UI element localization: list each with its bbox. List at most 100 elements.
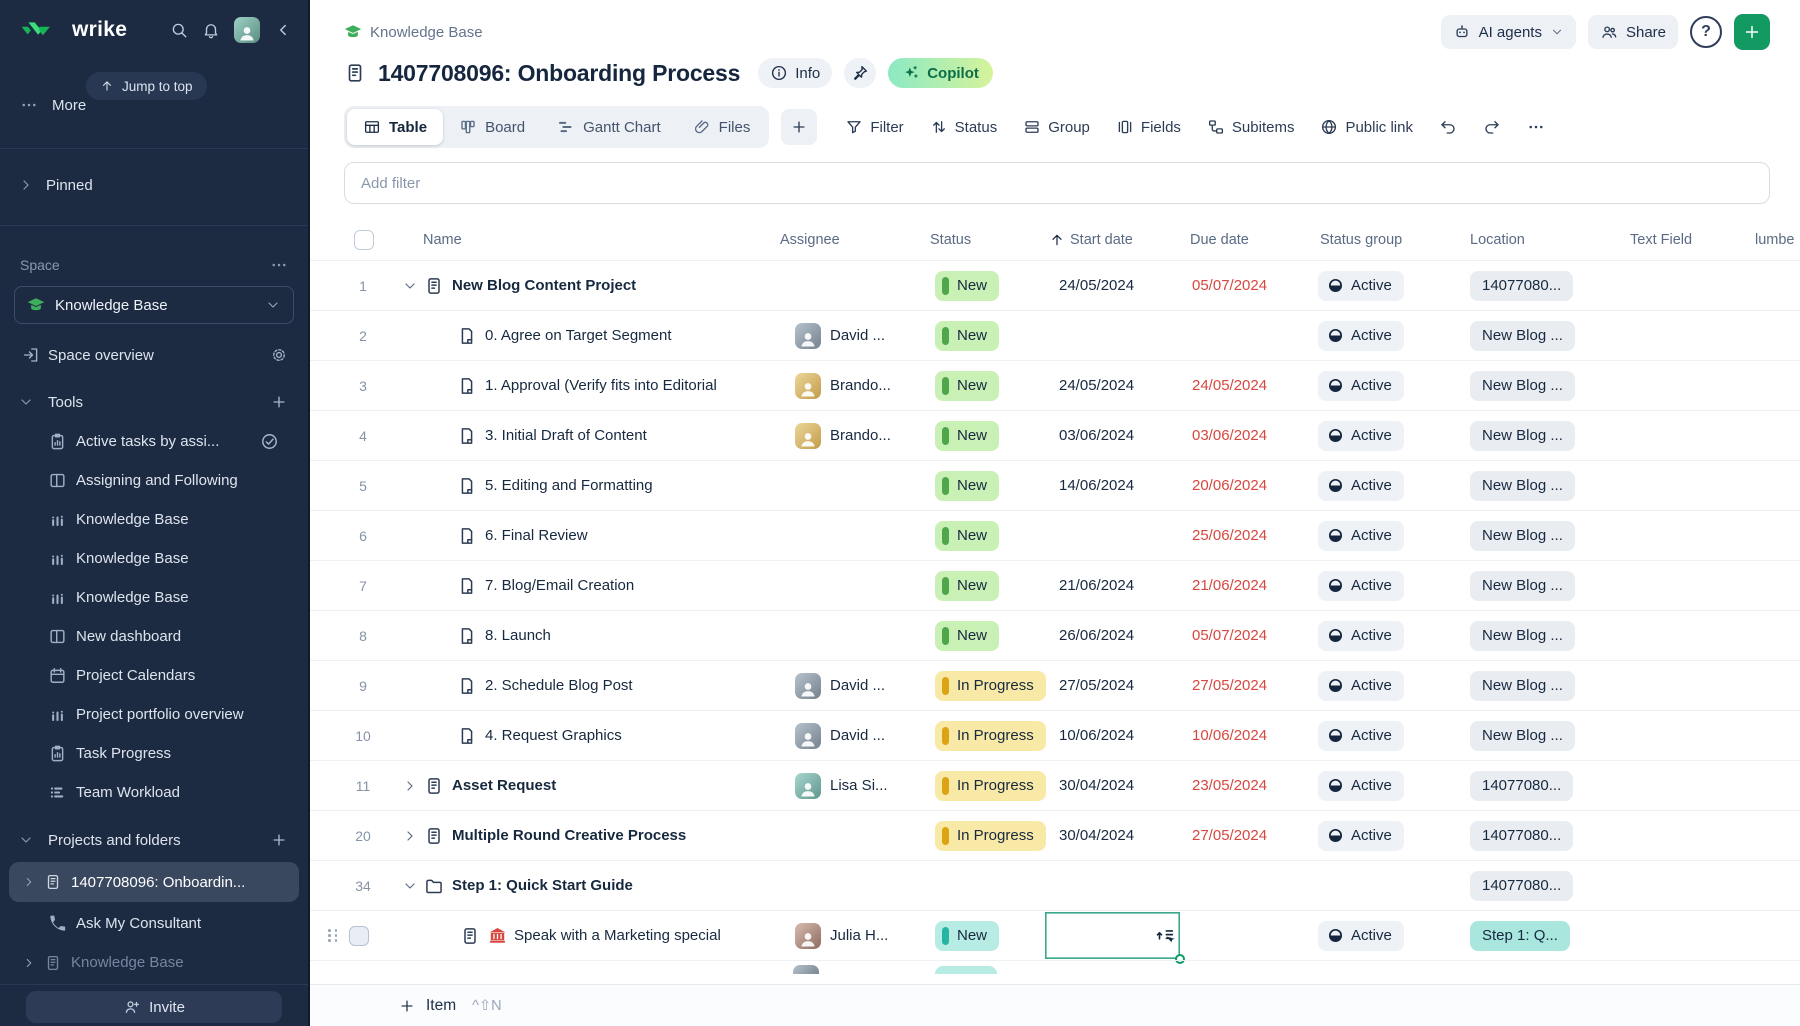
- text-field-cell[interactable]: [1620, 811, 1745, 860]
- group-button[interactable]: Group: [1023, 118, 1090, 136]
- sidebar-section-pinned[interactable]: Pinned: [0, 163, 308, 207]
- assignee-cell[interactable]: David ...: [770, 661, 920, 710]
- item-name[interactable]: Step 1: Quick Start Guide: [452, 877, 633, 894]
- assignee-cell[interactable]: Lisa Si...: [770, 761, 920, 810]
- location-cell[interactable]: New Blog ...: [1460, 511, 1620, 560]
- location-cell[interactable]: 14077080...: [1460, 761, 1620, 810]
- more-actions-button[interactable]: [1527, 118, 1545, 136]
- table-row[interactable]: 7 7. Blog/Email Creation New 21/06/2024 21/0…: [310, 560, 1800, 610]
- start-date-cell[interactable]: 27/05/2024: [1045, 661, 1180, 710]
- item-name[interactable]: Speak with a Marketing special: [514, 927, 721, 944]
- create-new-button[interactable]: [1734, 14, 1770, 50]
- status-cell[interactable]: New: [920, 261, 1045, 310]
- status-badge[interactable]: New: [935, 470, 1000, 501]
- location-badge[interactable]: 14077080...: [1470, 870, 1574, 901]
- table-row[interactable]: Speak with a Marketing special Julia H...…: [310, 910, 1800, 964]
- add-view-button[interactable]: [781, 109, 818, 145]
- redo-button[interactable]: [1483, 118, 1501, 136]
- status-badge[interactable]: New: [935, 370, 1000, 401]
- location-badge[interactable]: New Blog ...: [1470, 720, 1575, 751]
- location-badge[interactable]: Step 1: Q...: [1470, 920, 1570, 951]
- assignee-cell[interactable]: Julia H...: [770, 911, 920, 960]
- status-group-badge[interactable]: Active: [1318, 520, 1404, 551]
- location-cell[interactable]: New Blog ...: [1460, 411, 1620, 460]
- column-header-due-date[interactable]: Due date: [1190, 232, 1249, 248]
- item-name[interactable]: Asset Request: [452, 777, 557, 794]
- status-badge[interactable]: In Progress: [935, 670, 1046, 701]
- due-date-cell[interactable]: 23/05/2024: [1180, 761, 1310, 810]
- user-avatar[interactable]: [234, 17, 260, 43]
- public-link-button[interactable]: Public link: [1320, 118, 1413, 136]
- status-cell[interactable]: In Progress: [920, 761, 1046, 810]
- due-date-cell[interactable]: [1180, 311, 1310, 360]
- status-group-badge[interactable]: Active: [1318, 770, 1404, 801]
- table-row[interactable]: 20 Multiple Round Creative Process In Prog…: [310, 810, 1800, 860]
- gear-icon[interactable]: [270, 346, 288, 364]
- space-selector[interactable]: Knowledge Base: [14, 286, 294, 324]
- status-cell[interactable]: New: [920, 311, 1045, 360]
- due-date-cell[interactable]: [1180, 911, 1310, 960]
- invite-button[interactable]: Invite: [26, 991, 282, 1023]
- status-cell[interactable]: New: [920, 611, 1045, 660]
- status-group-badge[interactable]: Active: [1318, 270, 1404, 301]
- sidebar-item-active-tasks-by-assi[interactable]: Active tasks by assi...: [0, 422, 308, 461]
- focused-date-cell[interactable]: [1045, 912, 1185, 964]
- row-checkbox[interactable]: [348, 925, 369, 946]
- table-row[interactable]: 9 2. Schedule Blog Post David ... In Progre…: [310, 660, 1800, 710]
- due-date-cell[interactable]: [1180, 861, 1310, 910]
- notifications-bell-icon[interactable]: [202, 21, 220, 39]
- due-date-cell[interactable]: 05/07/2024: [1180, 261, 1310, 310]
- status-group-badge[interactable]: Active: [1318, 620, 1404, 651]
- assignee-cell[interactable]: Brando...: [770, 411, 920, 460]
- location-badge[interactable]: New Blog ...: [1470, 470, 1575, 501]
- start-date-cell[interactable]: 10/06/2024: [1045, 711, 1180, 760]
- status-cell[interactable]: New: [920, 561, 1045, 610]
- location-badge[interactable]: New Blog ...: [1470, 670, 1575, 701]
- help-button[interactable]: ?: [1690, 16, 1722, 48]
- status-group-cell[interactable]: Active: [1310, 811, 1460, 860]
- status-group-badge[interactable]: Active: [1318, 570, 1404, 601]
- location-badge[interactable]: 14077080...: [1470, 270, 1574, 301]
- status-group-badge[interactable]: Active: [1318, 320, 1404, 351]
- start-date-cell[interactable]: [1045, 511, 1180, 560]
- sidebar-item-task-progress[interactable]: Task Progress: [0, 734, 308, 773]
- expand-toggle-icon[interactable]: [402, 878, 418, 894]
- add-filter-input[interactable]: [344, 162, 1770, 204]
- column-header-name[interactable]: Name: [423, 232, 462, 248]
- assignee-cell[interactable]: [770, 861, 920, 910]
- status-group-badge[interactable]: Active: [1318, 920, 1404, 951]
- status-badge[interactable]: New: [935, 520, 1000, 551]
- due-date-cell[interactable]: 21/06/2024: [1180, 561, 1310, 610]
- item-name[interactable]: 8. Launch: [485, 627, 551, 644]
- tab-files[interactable]: Files: [677, 109, 767, 145]
- location-cell[interactable]: New Blog ...: [1460, 561, 1620, 610]
- table-row[interactable]: 11 Asset Request Lisa Si... In Progress 30/0…: [310, 760, 1800, 810]
- sidebar-item-space-overview[interactable]: Space overview: [0, 336, 308, 374]
- sidebar-item-team-workload[interactable]: Team Workload: [0, 773, 308, 812]
- status-group-badge[interactable]: Active: [1318, 370, 1404, 401]
- status-group-cell[interactable]: Active: [1310, 561, 1460, 610]
- location-cell[interactable]: New Blog ...: [1460, 361, 1620, 410]
- start-date-cell[interactable]: 14/06/2024: [1045, 461, 1180, 510]
- status-group-cell[interactable]: Active: [1310, 361, 1460, 410]
- text-field-cell[interactable]: [1620, 411, 1745, 460]
- status-badge[interactable]: New: [935, 570, 1000, 601]
- sidebar-item-new-dashboard[interactable]: New dashboard: [0, 617, 308, 656]
- status-badge[interactable]: In Progress: [935, 770, 1046, 801]
- assignee-cell[interactable]: David ...: [770, 711, 920, 760]
- assignee-cell[interactable]: [770, 611, 920, 660]
- text-field-cell[interactable]: [1620, 561, 1745, 610]
- status-badge[interactable]: In Progress: [935, 820, 1046, 851]
- ai-agents-button[interactable]: AI agents: [1440, 15, 1576, 49]
- sidebar-item-1407708096-onboardin[interactable]: 1407708096: Onboardin...: [9, 862, 299, 902]
- undo-button[interactable]: [1439, 118, 1457, 136]
- table-row[interactable]: 2 0. Agree on Target Segment David ... New A…: [310, 310, 1800, 360]
- start-date-cell[interactable]: [1045, 311, 1180, 360]
- status-group-cell[interactable]: Active: [1310, 461, 1460, 510]
- expand-toggle-icon[interactable]: [402, 278, 418, 294]
- status-group-cell[interactable]: Active: [1310, 511, 1460, 560]
- due-date-cell[interactable]: 05/07/2024: [1180, 611, 1310, 660]
- location-cell[interactable]: Step 1: Q...: [1460, 911, 1620, 960]
- text-field-cell[interactable]: [1620, 311, 1745, 360]
- sidebar-item-knowledge-base[interactable]: Knowledge Base: [0, 539, 308, 578]
